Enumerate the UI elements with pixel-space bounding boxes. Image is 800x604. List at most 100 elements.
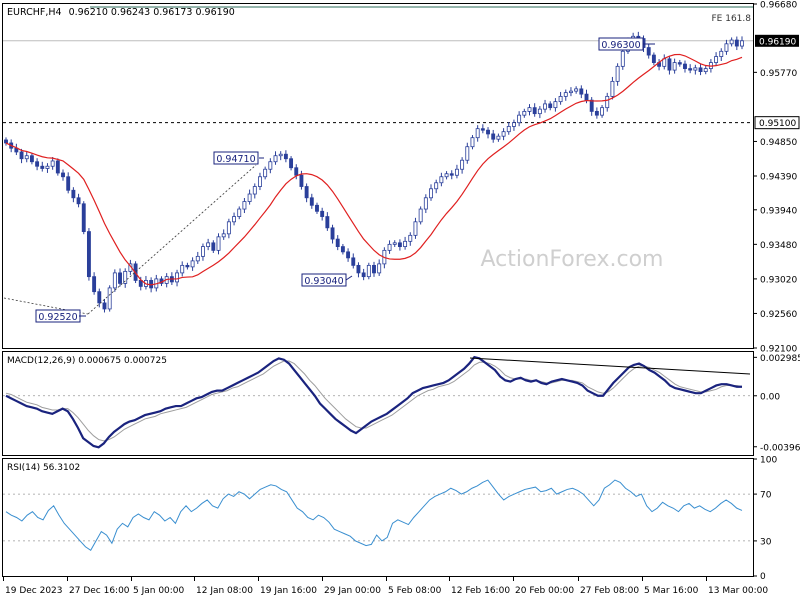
candle-body (226, 221, 231, 235)
rsi-label: RSI(14) 56.3102 (7, 463, 80, 473)
symbol-label: EURCHF,H4 0.96210 0.96243 0.96173 0.9619… (7, 7, 235, 18)
candle-body (470, 137, 475, 148)
candle-body (273, 155, 278, 163)
time-tick-label: 27 Feb 08:00 (580, 586, 639, 596)
y-tick-label: 0.94850 (760, 138, 797, 148)
y-tick-label: 0.96190 (759, 37, 796, 47)
candle-body (594, 111, 599, 116)
candle-body (278, 153, 283, 157)
candle-body (61, 172, 65, 178)
candle-body (330, 227, 335, 240)
candle-body (283, 153, 288, 160)
candle-body (107, 287, 112, 310)
candle-body (216, 236, 221, 251)
candle-body (175, 272, 179, 283)
macd-trend-line (469, 357, 751, 375)
ohlc-text: 0.96210 0.96243 0.96173 0.96190 (69, 7, 235, 18)
annotation-label: 0.96300 (601, 40, 640, 51)
candle-body (527, 107, 532, 112)
candle-body (496, 135, 501, 140)
candle-body (55, 160, 60, 174)
candle-body (361, 272, 366, 278)
candle-body (50, 160, 55, 167)
price-series-group (3, 6, 753, 313)
candle-body (465, 146, 470, 161)
candle-body (92, 276, 97, 293)
rsi-series-group (3, 479, 753, 551)
watermark: ActionForex.com (481, 247, 664, 272)
y-tick-label: 0.92560 (760, 310, 797, 320)
candle-body (683, 63, 687, 69)
candle-body (423, 197, 428, 210)
candle-body (537, 108, 542, 115)
candle-body (491, 133, 496, 140)
candle-body (258, 176, 262, 187)
candle-body (486, 129, 490, 135)
candle-body (610, 80, 615, 97)
rsi-line (5, 479, 743, 551)
candle-body (408, 234, 413, 242)
candle-body (81, 203, 86, 232)
candle-body (475, 128, 480, 139)
candle-body (724, 43, 729, 52)
candle-body (366, 264, 371, 278)
candle-body (392, 242, 397, 245)
candle-body (289, 158, 294, 169)
time-tick-label: 27 Dec 16:00 (69, 586, 130, 596)
candle-body (677, 62, 682, 65)
candle-body (387, 243, 392, 251)
macd-panel-frame[interactable] (2, 351, 754, 456)
candle-body (688, 68, 693, 71)
level-price-tag (754, 116, 800, 130)
rsi-tick-label: 30 (760, 537, 772, 547)
y-tick-label: 0.94390 (760, 173, 797, 183)
candle-body (29, 155, 34, 163)
candle-body (19, 151, 24, 160)
price-overlay-group: 0.94710 0.92520 0.93040 0.96300 (3, 37, 655, 323)
candle-body (24, 155, 29, 160)
candle-body (522, 111, 527, 116)
time-tick-label: 5 Feb 08:00 (388, 586, 442, 596)
time-tick-label: 20 Feb 00:00 (515, 586, 574, 596)
macd-tick-label: 0.00 (760, 392, 780, 402)
candle-body (335, 238, 340, 248)
candle-body (543, 103, 547, 110)
candle-body (201, 246, 205, 257)
candle-body (558, 95, 563, 103)
candle-body (569, 90, 573, 94)
candle-body (372, 264, 376, 274)
time-tick-label: 12 Feb 16:00 (451, 586, 510, 596)
time-tick-label: 5 Jan 00:00 (133, 586, 185, 596)
time-tick-label: 5 Mar 16:00 (644, 586, 699, 596)
macd-line (5, 355, 742, 449)
price-panel-frame[interactable] (2, 3, 754, 349)
candle-body (397, 242, 402, 248)
y-tick-label: 0.96680 (760, 1, 797, 11)
candle-body (190, 260, 195, 268)
candle-body (693, 67, 698, 71)
time-tick-label: 12 Jan 08:00 (196, 586, 253, 596)
rsi-panel-frame[interactable] (2, 458, 754, 577)
candle-body (299, 174, 304, 187)
candle-body (418, 208, 423, 223)
rsi-tick-label: 0 (760, 572, 766, 582)
candle-body (651, 54, 656, 63)
y-tick-labels: 0.96680 0.96190 0.95770 0.95100 0.94850 0.943… (753, 1, 800, 582)
candle-body (646, 47, 651, 56)
candle-body (351, 257, 356, 266)
candle-body (615, 65, 620, 82)
time-axis-labels: 19 Dec 2023 27 Dec 16:00 5 Jan 00:00 12 Jan… (3, 577, 768, 596)
candle-body (703, 68, 708, 72)
trend-line-dashed (87, 164, 257, 315)
current-price-tag (755, 34, 799, 47)
candle-body (185, 264, 190, 268)
candle-body (403, 240, 408, 248)
candle-body (734, 39, 739, 47)
candle-body (672, 62, 677, 71)
candle-body (413, 221, 418, 236)
annotation-label: 0.92520 (38, 312, 77, 323)
time-tick-label: 19 Jan 16:00 (260, 586, 317, 596)
rsi-tick-label: 70 (760, 491, 772, 501)
candle-body (118, 272, 122, 284)
